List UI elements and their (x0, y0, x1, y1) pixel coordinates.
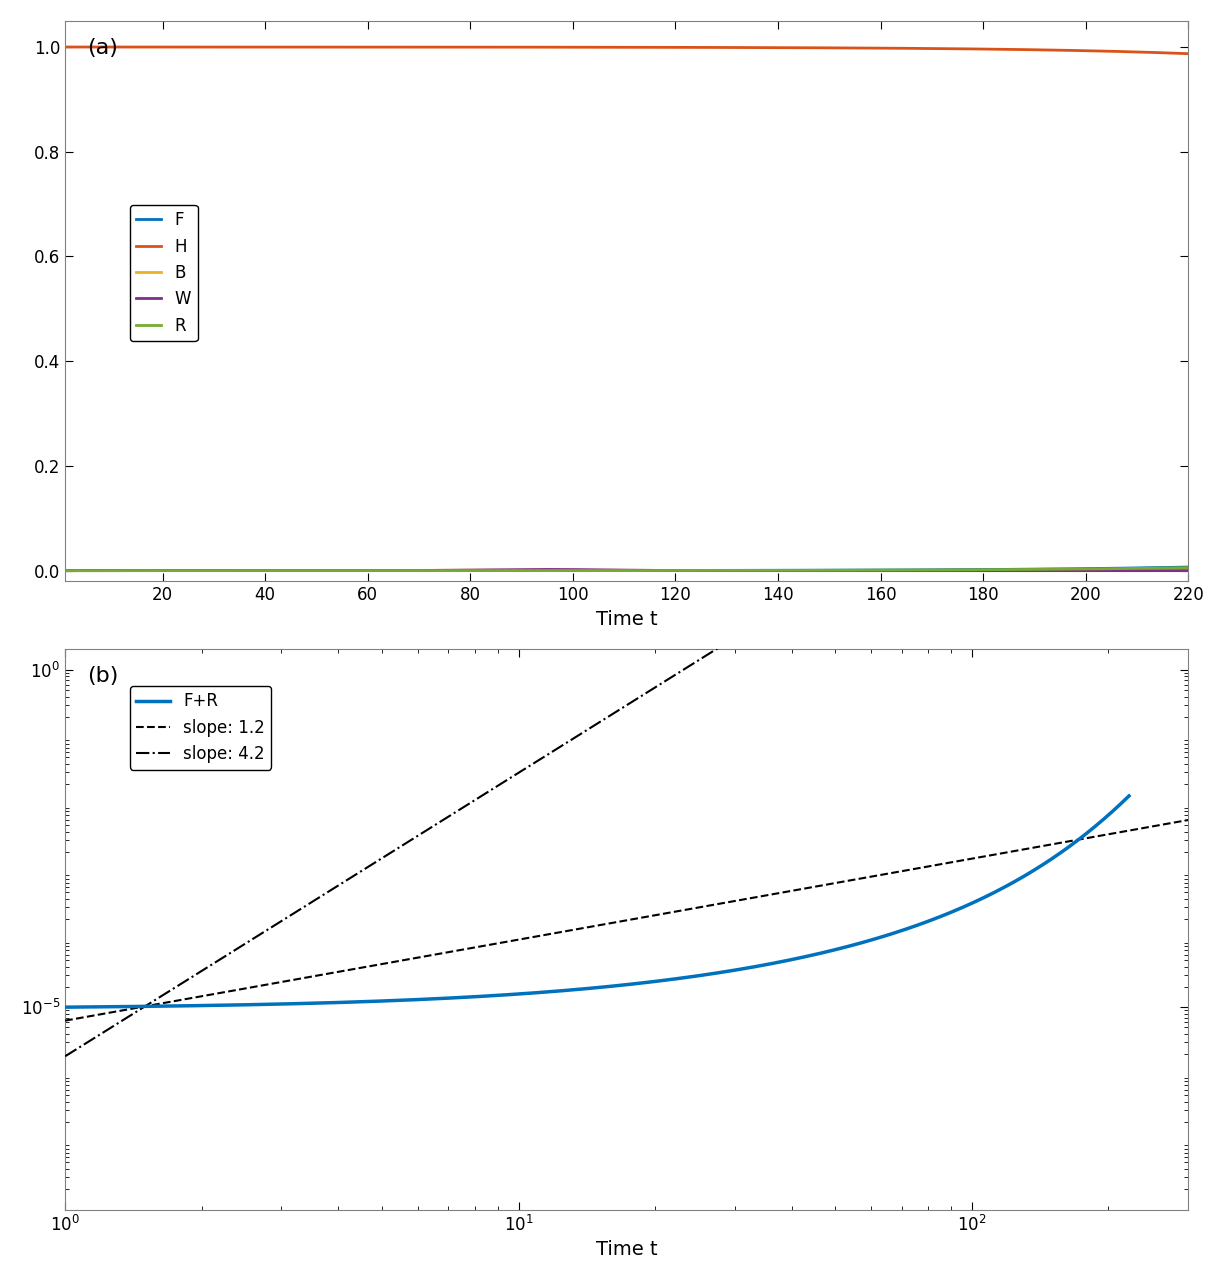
F (831, 562, 845, 577)
F (1041, 562, 1056, 577)
slope: 4.2: (15, 0.164): 4.2: (15, 0.164) (592, 716, 606, 731)
slope: 1.2: (29.8, 0.000371): 1.2: (29.8, 0.000371) (726, 893, 741, 909)
B (523, 562, 538, 577)
W (831, 563, 845, 579)
W (58, 563, 72, 579)
R (1118, 561, 1133, 576)
Line: slope: 4.2: slope: 4.2 (65, 355, 1188, 1056)
slope: 1.2: (300, 0.00593): 1.2: (300, 0.00593) (1181, 813, 1196, 828)
Line: F+R: F+R (65, 796, 1129, 1007)
X-axis label: Time t: Time t (595, 1240, 658, 1260)
F+R (1122, 788, 1137, 804)
X-axis label: Time t: Time t (595, 609, 658, 628)
Line: F: F (65, 567, 1198, 571)
H (58, 40, 72, 55)
Legend: F, H, B, W, R: F, H, B, W, R (130, 205, 197, 342)
F (480, 563, 495, 579)
slope: 1.2: (262, 0.00503): 1.2: (262, 0.00503) (1154, 817, 1169, 832)
R (480, 563, 495, 579)
B (102, 563, 116, 579)
slope: 4.2: (262, 2.67e+04): 4.2: (262, 2.67e+04) (1154, 364, 1169, 379)
W (785, 563, 800, 579)
B (831, 563, 845, 579)
W (480, 562, 495, 577)
H (1041, 42, 1056, 58)
Line: H: H (65, 47, 1198, 54)
W (102, 563, 116, 579)
F+R (1094, 814, 1109, 829)
F+R (58, 1000, 72, 1015)
F (1118, 561, 1133, 576)
F+R (1035, 858, 1050, 873)
F (785, 563, 800, 579)
F+R (1046, 850, 1061, 865)
slope: 4.2: (15.5, 0.189): 4.2: (15.5, 0.189) (598, 710, 612, 726)
R (1041, 562, 1056, 577)
R (58, 563, 72, 579)
F+R (503, 987, 518, 1002)
B (58, 563, 72, 579)
H (102, 40, 116, 55)
F (58, 563, 72, 579)
Line: R: R (65, 567, 1198, 571)
F+R (1109, 800, 1123, 815)
B (1042, 563, 1057, 579)
W (1118, 563, 1133, 579)
slope: 1.2: (107, 0.00173): 1.2: (107, 0.00173) (979, 849, 993, 864)
slope: 4.2: (21.9, 0.797): 4.2: (21.9, 0.797) (665, 668, 680, 684)
R (1191, 559, 1205, 575)
B (1118, 563, 1133, 579)
H (831, 40, 845, 55)
W (537, 562, 551, 577)
B (480, 562, 495, 577)
slope: 1.2: (15.5, 0.00017): 1.2: (15.5, 0.00017) (598, 916, 612, 932)
H (480, 40, 495, 55)
B (785, 563, 800, 579)
R (831, 563, 845, 579)
slope: 4.2: (29.8, 2.91): 4.2: (29.8, 2.91) (726, 631, 741, 646)
H (1191, 46, 1205, 61)
slope: 4.2: (1, 1.87e-06): 4.2: (1, 1.87e-06) (58, 1048, 72, 1064)
F (102, 563, 116, 579)
Legend: F+R, slope: 1.2, slope: 4.2: F+R, slope: 1.2, slope: 4.2 (130, 686, 272, 769)
F+R (929, 910, 943, 925)
B (1191, 563, 1205, 579)
slope: 1.2: (15, 0.000163): 1.2: (15, 0.000163) (592, 918, 606, 933)
slope: 4.2: (107, 631): 4.2: (107, 631) (979, 474, 993, 489)
H (1118, 44, 1133, 59)
W (1042, 563, 1057, 579)
slope: 1.2: (1, 6.32e-06): 1.2: (1, 6.32e-06) (58, 1012, 72, 1028)
F (1191, 559, 1205, 575)
R (102, 563, 116, 579)
Text: (b): (b) (88, 666, 119, 686)
W (1191, 563, 1205, 579)
slope: 4.2: (300, 4.74e+04): 4.2: (300, 4.74e+04) (1181, 347, 1196, 362)
slope: 1.2: (21.9, 0.000256): 1.2: (21.9, 0.000256) (665, 905, 680, 920)
H (785, 40, 800, 55)
Text: (a): (a) (88, 37, 119, 58)
R (785, 563, 800, 579)
Line: slope: 1.2: slope: 1.2 (65, 820, 1188, 1020)
